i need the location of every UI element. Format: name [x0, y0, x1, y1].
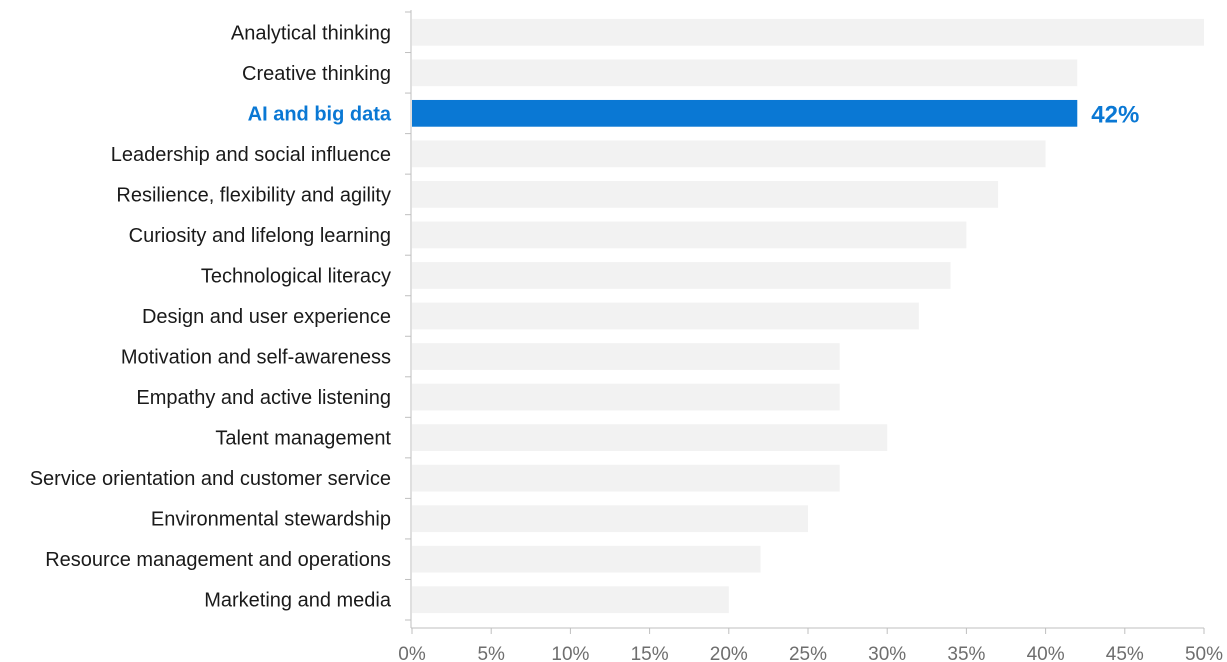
bars-group	[412, 18, 1204, 614]
category-label: Analytical thinking	[231, 22, 391, 44]
bar-5	[412, 221, 967, 249]
axes-group	[405, 10, 1205, 634]
bar-3	[412, 140, 1046, 168]
x-tick-label: 35%	[947, 644, 985, 662]
x-tick-label: 10%	[551, 644, 589, 662]
x-tick-label: 25%	[789, 644, 827, 662]
x-tick-label: 50%	[1185, 644, 1223, 662]
category-label: Resource management and operations	[45, 549, 391, 571]
x-tick-label: 45%	[1106, 644, 1144, 662]
x-tick-labels: 0% 5% 10% 15% 20% 25% 30% 35% 40% 45% 50%	[398, 644, 1223, 662]
x-tick-label: 30%	[868, 644, 906, 662]
bar-6	[412, 262, 951, 289]
bar-8	[412, 343, 840, 370]
bar-9	[412, 383, 840, 411]
bar-2	[412, 99, 1078, 127]
category-label: Leadership and social influence	[111, 144, 391, 166]
category-label: Marketing and media	[204, 590, 392, 612]
category-label: Technological literacy	[201, 265, 391, 287]
category-label: Service orientation and customer service	[30, 468, 391, 490]
x-tick-label: 5%	[477, 644, 505, 662]
data-labels: 42%	[1091, 101, 1139, 128]
category-label: Empathy and active listening	[136, 387, 391, 409]
x-tick-label: 20%	[710, 644, 748, 662]
category-label: Talent management	[215, 428, 391, 450]
bar-14	[412, 586, 729, 614]
category-label: Resilience, flexibility and agility	[116, 184, 391, 206]
category-label: Motivation and self-awareness	[121, 347, 391, 369]
x-tick-label: 15%	[631, 644, 669, 662]
bar-7	[412, 302, 919, 330]
category-label: Curiosity and lifelong learning	[129, 225, 391, 247]
bar-1	[412, 59, 1078, 87]
category-label: Design and user experience	[142, 306, 391, 328]
highlight-value-label: 42%	[1091, 101, 1139, 128]
category-labels: Analytical thinking Creative thinking AI a…	[30, 22, 392, 611]
bar-0	[412, 18, 1204, 46]
category-label: AI and big data	[248, 103, 392, 125]
bar-4	[412, 181, 999, 208]
x-tick-label: 40%	[1027, 644, 1065, 662]
bar-10	[412, 424, 888, 451]
bar-12	[412, 505, 808, 533]
bar-11	[412, 464, 840, 492]
category-label: Creative thinking	[242, 63, 391, 85]
category-label: Environmental stewardship	[151, 509, 391, 531]
bar-13	[412, 545, 761, 573]
x-tick-label: 0%	[398, 644, 426, 662]
